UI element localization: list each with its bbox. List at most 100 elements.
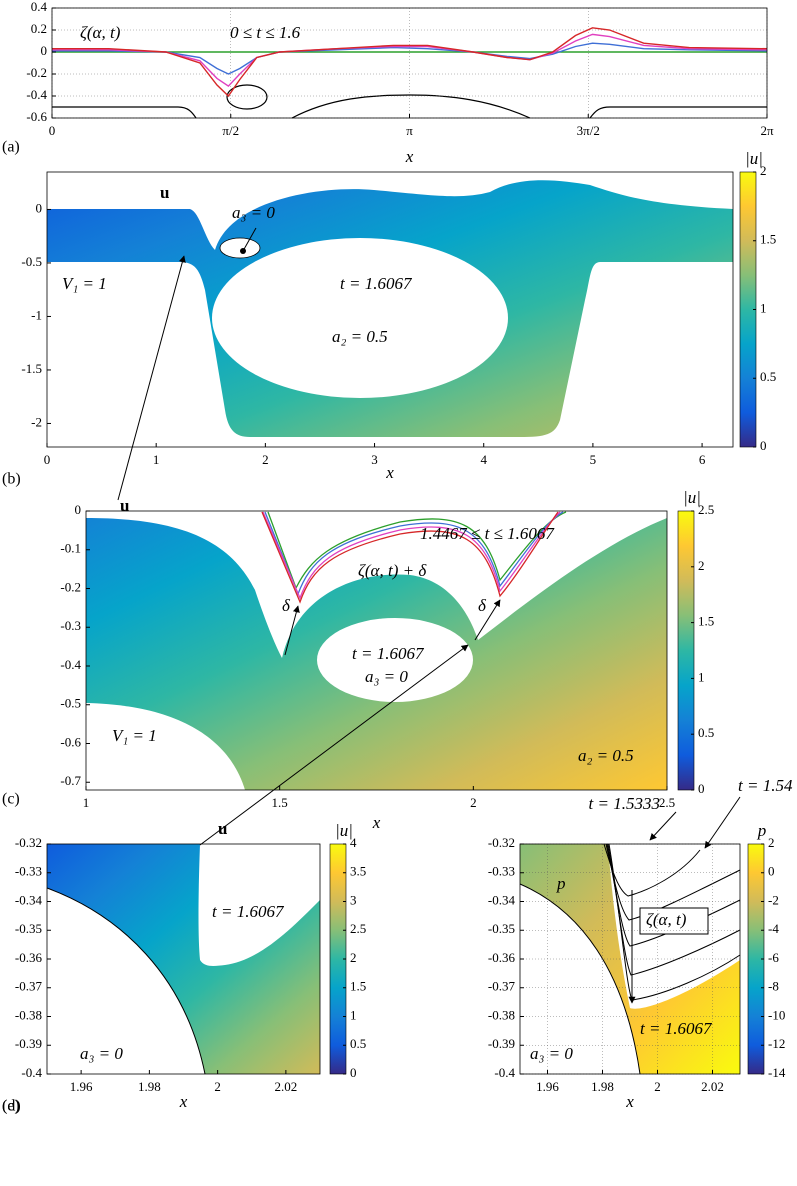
panel-e-interfaces (603, 796, 741, 1004)
panel-label: (e) (2, 1098, 20, 1115)
label-box (639, 907, 709, 935)
colorbar-tick-label: 3 (350, 892, 357, 907)
series-line (52, 27, 768, 98)
colorbar-tick-label: 1.5 (698, 614, 714, 629)
annotation: a₃ = 0 (232, 203, 275, 222)
colorbar-tick-label: 4 (350, 835, 357, 850)
annotation: V₁ = 1 (112, 726, 157, 745)
x-tick-label: 4 (480, 452, 487, 467)
colorbar-tick-label: 1 (698, 669, 705, 684)
colorbar-tick-label: 0 (760, 438, 767, 453)
colorbar-tick-label: -10 (768, 1007, 785, 1022)
x-tick-label: 2.5 (659, 795, 675, 810)
x-tick-label: 0 (44, 452, 51, 467)
y-tick-label: 0 (75, 502, 82, 517)
axes-frame (85, 510, 668, 791)
annotation: ζ(α, t) (646, 910, 687, 929)
colorbar-tick-label: 1.5 (350, 979, 366, 994)
series-line (52, 42, 768, 75)
colorbar-tick-label: -14 (768, 1065, 786, 1080)
annotation: δ⃗ (478, 596, 499, 615)
y-tick-label: 0.2 (31, 21, 47, 36)
annotation: u (160, 183, 169, 202)
annotation: ζ(α, t) + δ⃗ (358, 561, 439, 580)
annotation: t = 1.54 (738, 776, 793, 795)
panel-b-field (47, 180, 733, 438)
colorbar-tick-label: 2 (760, 163, 767, 178)
x-tick-label: 1.96 (70, 1079, 93, 1094)
panel-label: (a) (2, 139, 20, 156)
x-tick-label: 1.98 (138, 1079, 161, 1094)
annotation: t = 1.5333 (589, 794, 660, 813)
colorbar-label: |u| (683, 488, 701, 507)
panel-label: (c) (2, 791, 20, 808)
y-tick-label: -0.7 (60, 773, 81, 788)
annotation: a₃ = 0 (530, 1044, 573, 1063)
y-tick-label: -0.39 (15, 1036, 42, 1051)
colorbar-tick-label: -4 (768, 921, 779, 936)
y-tick-label: -0.36 (488, 950, 516, 965)
y-tick-label: -0.33 (488, 864, 515, 879)
colorbar-tick-label: -12 (768, 1036, 785, 1051)
annotation: t = 1.6067 (340, 274, 413, 293)
colorbar-tick-label: -8 (768, 979, 779, 994)
colorbar-tick-label: 2.5 (698, 502, 714, 517)
colorbar-tick-label: 1.5 (760, 232, 776, 247)
x-axis-label: x (372, 813, 381, 832)
y-tick-label: -0.33 (15, 864, 42, 879)
connector-arrows (117, 255, 469, 846)
x-axis-label: x (625, 1092, 634, 1111)
y-tick-label: -0.5 (21, 254, 42, 269)
x-tick-label: 0 (49, 123, 56, 138)
y-tick-label: -0.38 (488, 1007, 515, 1022)
annotation: a₂ = 0.5 (578, 746, 634, 765)
colorbar-tick-label: 3.5 (350, 864, 366, 879)
y-tick-label: -0.35 (488, 921, 515, 936)
y-tick-label: -2 (31, 414, 42, 429)
y-tick-label: -0.38 (15, 1007, 42, 1022)
annotation: u (120, 496, 129, 515)
x-axis-label: x (405, 147, 414, 166)
y-tick-label: -0.39 (488, 1036, 515, 1051)
annotation: ζ(α, t) (80, 23, 121, 42)
y-tick-label: -0.34 (488, 892, 516, 907)
annotation: V₁ = 1 (62, 274, 107, 293)
x-tick-label: 6 (699, 452, 706, 467)
x-tick-label: 2 (262, 452, 269, 467)
x-tick-label: 5 (590, 452, 597, 467)
annotation: a₃ = 0 (80, 1044, 123, 1063)
x-tick-label: 1.98 (591, 1079, 614, 1094)
y-tick-label: -1 (31, 307, 42, 322)
colorbar-tick-label: 2 (350, 950, 357, 965)
y-tick-label: -0.1 (60, 541, 81, 556)
x-tick-label: 3π/2 (577, 123, 600, 138)
colorbar-tick-label: 0 (698, 781, 705, 796)
x-tick-label: 1 (83, 795, 90, 810)
y-tick-label: -0.2 (26, 65, 47, 80)
annotation: t = 1.6067 (212, 902, 285, 921)
y-tick-label: -0.3 (60, 618, 81, 633)
y-tick-label: -0.32 (488, 835, 515, 850)
colorbar-tick-label: -2 (768, 892, 779, 907)
colorbar-tick-label: -6 (768, 950, 779, 965)
x-tick-label: 2 (470, 795, 477, 810)
annotation: t = 1.6067 (640, 1019, 713, 1038)
colorbar-label: p (757, 821, 767, 840)
axes-frame (46, 171, 734, 448)
annotation: t = 1.6067 (352, 644, 425, 663)
panel-d-field (46, 844, 320, 1075)
y-tick-label: -0.34 (15, 892, 43, 907)
panel-label: (b) (2, 471, 21, 488)
x-axis-label: x (385, 463, 394, 482)
panel-label: (d) (2, 1098, 21, 1115)
y-tick-label: -1.5 (21, 361, 42, 376)
annotation: a₂ = 0.5 (332, 327, 388, 346)
y-tick-label: -0.4 (21, 1065, 42, 1080)
colorbar-tick-label: 0 (768, 864, 775, 879)
delta-arrows (284, 599, 501, 656)
y-tick-label: -0.32 (15, 835, 42, 850)
y-tick-label: -0.4 (60, 657, 81, 672)
panel-a-geometry (52, 84, 767, 119)
x-tick-label: π (406, 123, 413, 138)
